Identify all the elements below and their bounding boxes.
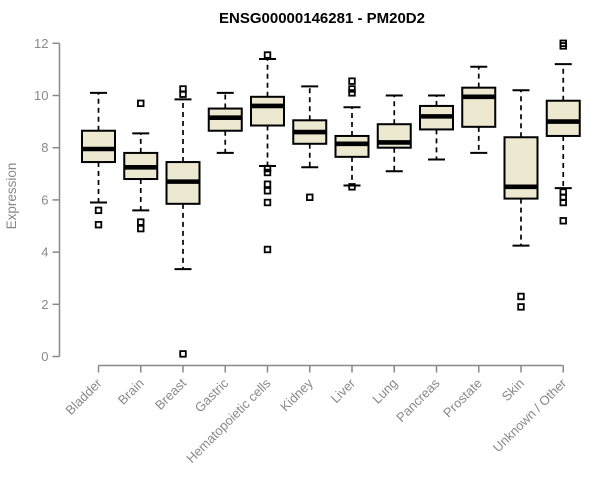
iqr-box	[334, 134, 370, 158]
box-group	[334, 77, 370, 191]
x-tick-label: Liver	[328, 375, 359, 406]
outlier-point	[348, 85, 356, 93]
outlier-point	[263, 187, 272, 195]
outlier-point	[559, 198, 567, 207]
outlier-point	[517, 292, 525, 301]
outlier-point	[94, 220, 103, 229]
x-tick-label: Unknown / Other	[490, 375, 570, 455]
iqr-box	[503, 136, 539, 200]
outlier-point	[263, 198, 272, 207]
box-group	[292, 85, 328, 201]
y-tick-label: 12	[34, 36, 48, 51]
box-group	[419, 94, 454, 161]
boxplot-series	[81, 39, 581, 358]
y-axis-label: Expression	[4, 163, 19, 230]
outlier-point	[559, 217, 567, 225]
box-group	[123, 99, 159, 233]
outlier-point	[179, 90, 187, 98]
outlier-point	[179, 350, 187, 358]
box-group	[503, 89, 539, 311]
chart-title: ENSG00000146281 - PM20D2	[219, 10, 425, 27]
iqr-box	[250, 95, 285, 127]
y-tick-label: 2	[41, 297, 48, 312]
outlier-point	[263, 164, 272, 173]
y-tick-label: 6	[41, 192, 48, 207]
outlier-point	[137, 99, 145, 108]
outlier-point	[559, 42, 567, 50]
x-tick-label: Gastric	[192, 375, 232, 415]
outlier-point	[263, 245, 272, 254]
outlier-point	[517, 303, 525, 311]
iqr-box	[81, 129, 116, 164]
x-tick-label: Skin	[499, 376, 527, 404]
outlier-point	[348, 89, 356, 97]
outlier-point	[137, 218, 145, 226]
outlier-point	[306, 193, 314, 201]
x-tick-label: Pancreas	[393, 375, 443, 425]
outlier-point	[263, 180, 272, 188]
box-group	[376, 94, 412, 173]
x-tick-label: Lung	[369, 376, 400, 407]
outlier-point	[263, 168, 272, 177]
box-group	[250, 51, 285, 254]
x-tick-label: Prostate	[440, 376, 485, 421]
iqr-box	[545, 99, 581, 137]
x-tick-label: Kidney	[277, 375, 316, 414]
box-group	[545, 39, 581, 225]
y-tick-label: 8	[41, 140, 48, 155]
y-tick-label: 0	[41, 349, 48, 364]
box-group	[207, 91, 243, 154]
outlier-point	[348, 77, 356, 85]
outlier-point	[348, 183, 356, 191]
y-tick-label: 10	[34, 88, 48, 103]
iqr-box	[461, 86, 497, 128]
box-group	[461, 65, 497, 154]
x-tick-label: Breast	[152, 375, 189, 412]
box-group	[81, 91, 116, 229]
outlier-point	[137, 224, 145, 233]
x-tick-label: Bladder	[62, 375, 105, 418]
box-group	[165, 85, 201, 358]
outlier-point	[94, 206, 103, 215]
x-tick-label: Brain	[115, 376, 147, 408]
outlier-point	[263, 51, 272, 59]
y-tick-label: 4	[41, 245, 48, 260]
